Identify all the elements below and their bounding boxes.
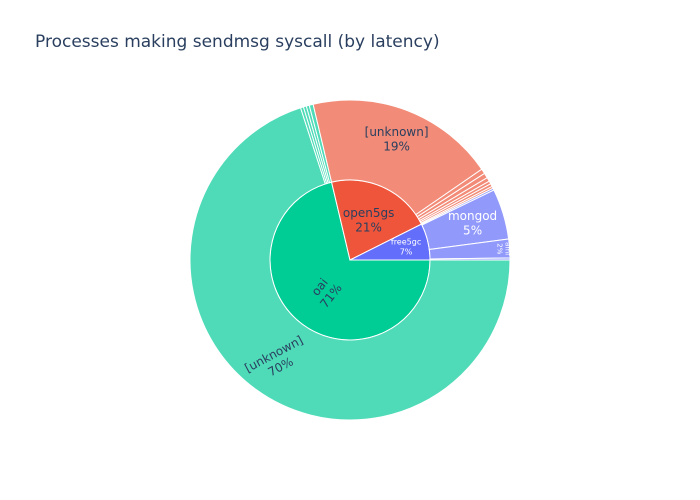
- label-free5gc-line-1: 7%: [400, 247, 413, 256]
- label-slice-free5gc-amf-2-line-1: 2%: [495, 243, 503, 254]
- chart-title: Processes making sendmsg syscall (by lat…: [35, 32, 440, 52]
- label-slice-free5gc-mongod-1: mongod 5%: [448, 209, 497, 237]
- label-slice-free5gc-amf-2: amf2%: [495, 242, 511, 256]
- label-open5gs: open5gs 21%: [343, 206, 394, 234]
- slice-oai-unknown-0[interactable]: [189, 107, 511, 421]
- outer-ring: [189, 99, 511, 421]
- label-slice-free5gc-mongod-1-line-0: mongod: [448, 209, 497, 223]
- label-free5gc-line-0: free5gc: [391, 238, 421, 247]
- label-open5gs-line-1: 21%: [355, 221, 382, 235]
- label-slice-open5gs-unknown-0-line-0: [unknown]: [365, 125, 429, 139]
- slice-free5gc-minor-3[interactable]: [429, 257, 511, 261]
- label-open5gs-line-0: open5gs: [343, 206, 394, 220]
- label-free5gc: free5gc 7%: [391, 238, 421, 257]
- label-slice-free5gc-amf-2-line-0: amf: [504, 242, 512, 256]
- label-slice-open5gs-unknown-0-line-1: 19%: [383, 139, 410, 153]
- label-slice-free5gc-mongod-1-line-1: 5%: [463, 224, 482, 238]
- slice-open5gs-unknown-0[interactable]: [312, 99, 483, 216]
- label-slice-open5gs-unknown-0: [unknown] 19%: [365, 125, 429, 153]
- inner-ring: [269, 179, 431, 341]
